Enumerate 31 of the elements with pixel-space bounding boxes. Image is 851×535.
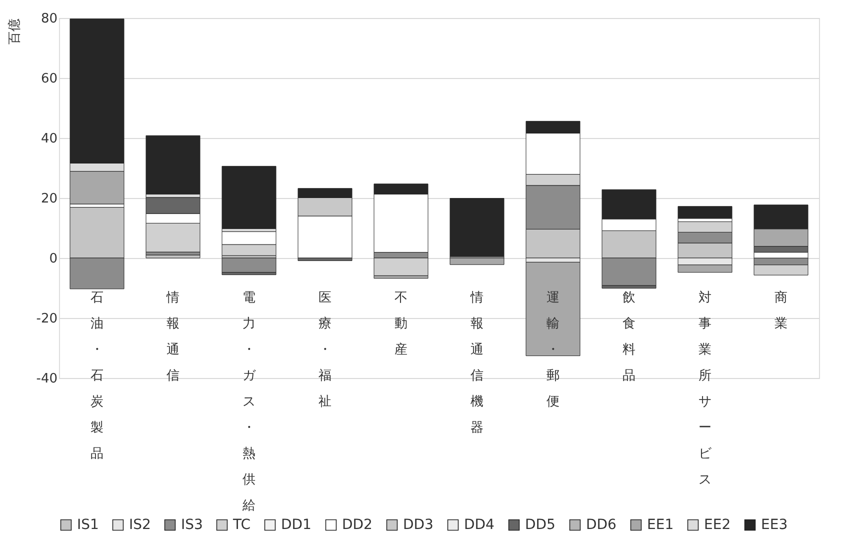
y-tick-label: -20 [36,312,58,326]
x-tick-label: 飲食料品 [622,290,636,384]
x-tick-label: 不動産 [394,290,408,358]
legend-label: TC [232,517,251,533]
y-tick-label: 0 [49,252,58,266]
legend-label: IS2 [129,517,151,533]
legend-label: DD1 [281,517,312,533]
x-tick-label: 商業 [774,290,788,332]
legend-label: DD5 [525,517,556,533]
legend-label: IS3 [181,517,203,533]
y-tick-label: 40 [40,132,58,146]
category-label: 電力・ガス・熱供給 [242,290,256,514]
y-tick-label: 60 [40,72,58,86]
legend-label: EE1 [647,517,674,533]
x-tick-label: 情報通信 [166,290,180,384]
y-tick-label: 80 [40,12,58,26]
y-tick-label: -40 [36,372,58,386]
x-tick-label: 医療・福祉 [318,290,332,410]
x-tick-label: 運輸・郵便 [546,290,560,410]
legend-label: DD4 [464,517,495,533]
legend-label: DD2 [342,517,372,533]
legend-label: EE2 [704,517,731,533]
x-tick-label: 石油・石炭製品 [90,290,104,462]
x-tick-label: 対事業所サービス [698,290,712,488]
legend-label: IS1 [77,517,99,533]
y-tick-label: 20 [40,192,58,206]
x-tick-label: 情報通信機器 [470,290,484,436]
legend-label: DD6 [586,517,617,533]
legend-label: DD3 [403,517,434,533]
y-axis-title: 百億 [8,18,22,44]
legend-label: EE3 [761,517,788,533]
